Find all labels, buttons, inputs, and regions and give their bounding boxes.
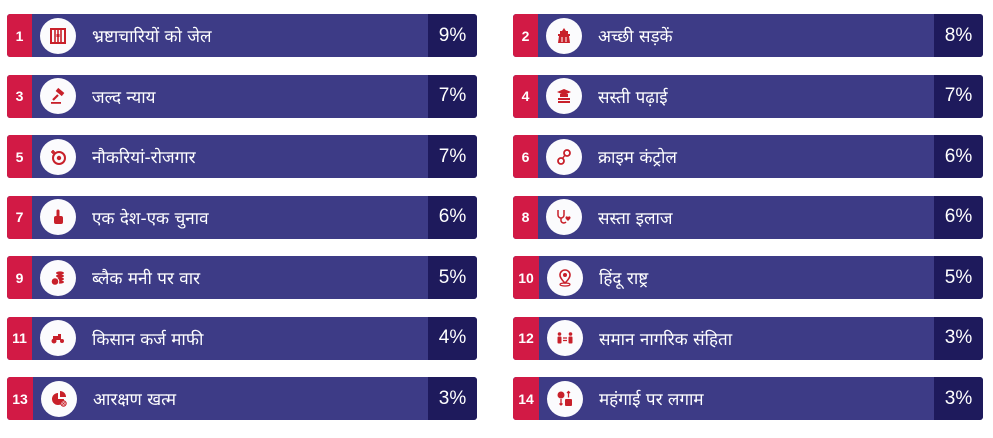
percent-value: 7%: [934, 74, 983, 118]
issue-label: हिंदू राष्ट्र: [599, 269, 649, 289]
issue-row: 14 महंगाई पर लगाम 3%: [513, 377, 983, 420]
percent-value: 4%: [428, 316, 477, 360]
gavel-icon: [40, 78, 76, 114]
percent-value: 5%: [934, 256, 983, 299]
issue-row: 5 नौकरियां-रोजगार 7%: [7, 135, 477, 178]
rank-badge: 13: [7, 377, 33, 420]
issue-label: समान नागरिक संहिता: [599, 329, 733, 350]
coins-icon: [40, 259, 76, 296]
issue-row: 7 एक देश-एक चुनाव 6%: [7, 195, 477, 239]
road-icon: [546, 17, 582, 54]
rank-badge: 12: [513, 316, 539, 360]
issue-label: सस्ता इलाज: [598, 208, 673, 229]
tractor-icon: [40, 320, 76, 356]
issue-row: 4 सस्ती पढ़ाई 7%: [513, 74, 983, 118]
issue-label: क्राइम कंट्रोल: [598, 148, 677, 168]
handcuffs-icon: [546, 138, 582, 175]
percent-value: 3%: [934, 316, 983, 360]
issue-label: एक देश-एक चुनाव: [92, 208, 209, 229]
issue-row: 8 सस्ता इलाज 6%: [513, 195, 983, 239]
rank-badge: 1: [7, 14, 32, 57]
issue-label: भ्रष्टाचारियों को जेल: [92, 27, 212, 47]
issue-label: नौकरियां-रोजगार: [92, 148, 196, 168]
pie-cancel-icon: [41, 380, 77, 417]
rank-badge: 6: [513, 135, 538, 178]
issue-label: सस्ती पढ़ाई: [598, 87, 668, 108]
jobs-icon: [40, 138, 76, 175]
price-rise-icon: [547, 380, 583, 417]
issue-row: 6 क्राइम कंट्रोल 6%: [513, 135, 983, 178]
percent-value: 5%: [428, 256, 477, 299]
voting-finger-icon: [40, 199, 76, 235]
issue-row: 2 अच्छी सड़कें 8%: [513, 14, 983, 57]
issue-label: ब्लैक मनी पर वार: [92, 269, 201, 289]
rank-badge: 7: [7, 195, 32, 239]
issue-label: किसान कर्ज माफी: [92, 329, 204, 350]
issue-label: अच्छी सड़कें: [598, 27, 673, 47]
rank-badge: 5: [7, 135, 32, 178]
percent-value: 6%: [934, 135, 983, 178]
percent-value: 6%: [428, 195, 477, 239]
issue-label: आरक्षण खत्म: [93, 390, 177, 410]
rank-badge: 14: [513, 377, 539, 420]
issue-row: 12 समान नागरिक संहिता 3%: [513, 316, 983, 360]
issue-row: 10 हिंदू राष्ट्र 5%: [513, 256, 983, 299]
education-icon: [546, 78, 582, 114]
rank-badge: 11: [7, 316, 32, 360]
issue-row: 9 ब्लैक मनी पर वार 5%: [7, 256, 477, 299]
percent-value: 9%: [428, 14, 477, 57]
issue-label: महंगाई पर लगाम: [599, 390, 704, 410]
percent-value: 3%: [934, 377, 983, 420]
map-pin-icon: [547, 259, 583, 296]
rank-badge: 4: [513, 74, 538, 118]
rank-badge: 9: [7, 256, 32, 299]
issue-row: 1 भ्रष्टाचारियों को जेल 9%: [7, 14, 477, 57]
equality-people-icon: [547, 320, 583, 356]
right-column: 2 अच्छी सड़कें 8% 4 सस्ती पढ़ाई 7% 6 क्र…: [513, 14, 983, 438]
issue-label: जल्द न्याय: [92, 87, 156, 108]
issue-row: 3 जल्द न्याय 7%: [7, 74, 477, 118]
stethoscope-icon: [546, 199, 582, 235]
jail-icon: [40, 17, 76, 54]
percent-value: 6%: [934, 195, 983, 239]
percent-value: 7%: [428, 135, 477, 178]
left-column: 1 भ्रष्टाचारियों को जेल 9% 3 जल्द न्याय …: [7, 14, 477, 438]
rank-badge: 8: [513, 195, 538, 239]
rank-badge: 3: [7, 74, 32, 118]
issue-row: 13 आरक्षण खत्म 3%: [7, 377, 477, 420]
percent-value: 7%: [428, 74, 477, 118]
issue-row: 11 किसान कर्ज माफी 4%: [7, 316, 477, 360]
percent-value: 3%: [428, 377, 477, 420]
rank-badge: 2: [513, 14, 538, 57]
rank-badge: 10: [513, 256, 539, 299]
percent-value: 8%: [934, 14, 983, 57]
